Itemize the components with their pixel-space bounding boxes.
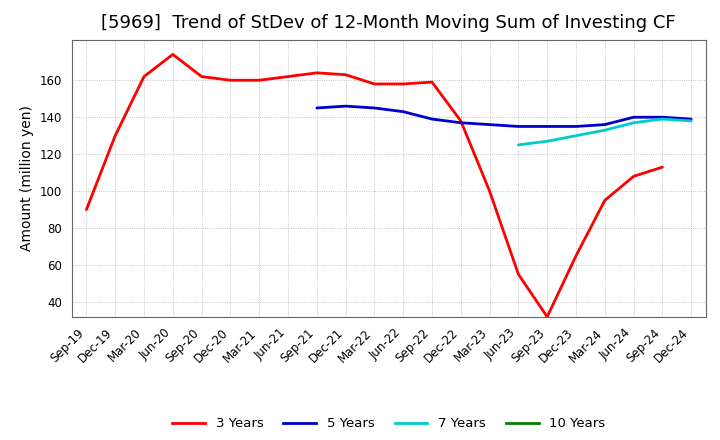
Legend: 3 Years, 5 Years, 7 Years, 10 Years: 3 Years, 5 Years, 7 Years, 10 Years — [167, 412, 611, 436]
Title: [5969]  Trend of StDev of 12-Month Moving Sum of Investing CF: [5969] Trend of StDev of 12-Month Moving… — [102, 15, 676, 33]
Y-axis label: Amount (million yen): Amount (million yen) — [20, 105, 35, 251]
